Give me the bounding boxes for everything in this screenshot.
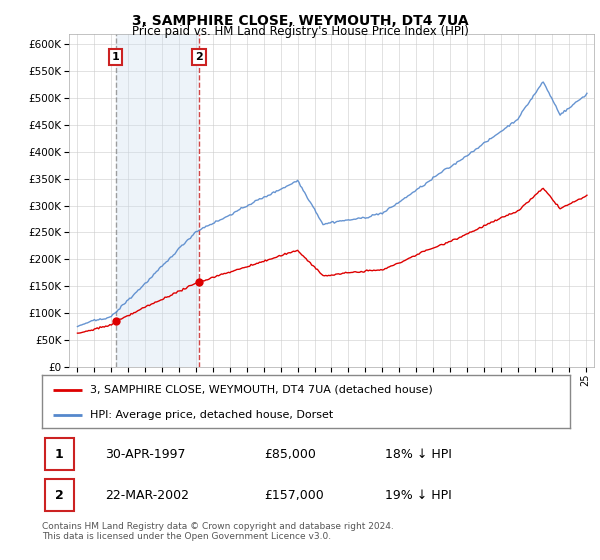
Text: 18% ↓ HPI: 18% ↓ HPI	[385, 447, 452, 461]
Text: £157,000: £157,000	[264, 488, 323, 502]
Text: 19% ↓ HPI: 19% ↓ HPI	[385, 488, 452, 502]
FancyBboxPatch shape	[44, 438, 74, 470]
Text: Price paid vs. HM Land Registry's House Price Index (HPI): Price paid vs. HM Land Registry's House …	[131, 25, 469, 38]
Text: 3, SAMPHIRE CLOSE, WEYMOUTH, DT4 7UA: 3, SAMPHIRE CLOSE, WEYMOUTH, DT4 7UA	[131, 14, 469, 28]
Text: 3, SAMPHIRE CLOSE, WEYMOUTH, DT4 7UA (detached house): 3, SAMPHIRE CLOSE, WEYMOUTH, DT4 7UA (de…	[89, 385, 432, 395]
Text: HPI: Average price, detached house, Dorset: HPI: Average price, detached house, Dors…	[89, 410, 333, 420]
Text: 30-APR-1997: 30-APR-1997	[106, 447, 186, 461]
FancyBboxPatch shape	[44, 479, 74, 511]
Text: 22-MAR-2002: 22-MAR-2002	[106, 488, 190, 502]
Bar	[116, 34, 199, 367]
Text: 1: 1	[112, 52, 119, 62]
Text: 2: 2	[55, 488, 63, 502]
Text: £85,000: £85,000	[264, 447, 316, 461]
Text: 1: 1	[55, 447, 63, 461]
Text: 2: 2	[195, 52, 203, 62]
Text: Contains HM Land Registry data © Crown copyright and database right 2024.
This d: Contains HM Land Registry data © Crown c…	[42, 522, 394, 542]
